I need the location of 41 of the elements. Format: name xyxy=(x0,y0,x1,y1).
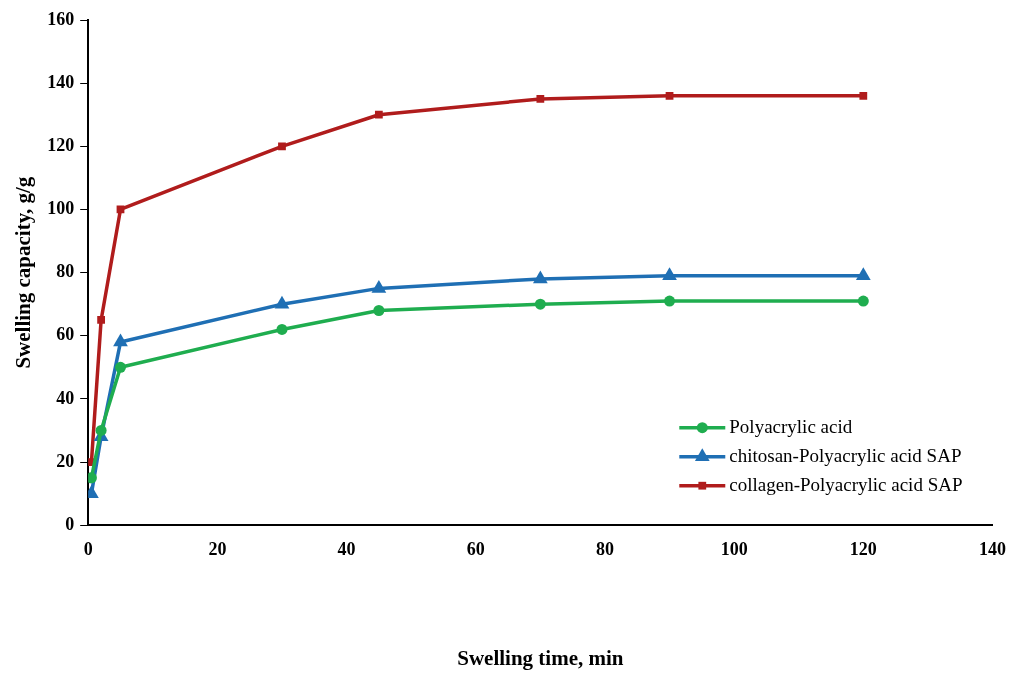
y-tick-label: 60 xyxy=(56,324,75,345)
legend-label: chitosan-Polyacrylic acid SAP xyxy=(729,444,962,466)
y-tick-label: 80 xyxy=(56,261,75,282)
y-tick-label: 20 xyxy=(56,450,75,471)
y-tick-label: 0 xyxy=(65,513,75,534)
y-axis-title: Swelling capacity, g/g xyxy=(11,176,36,369)
y-tick-label: 40 xyxy=(56,387,75,408)
legend-label: collagen-Polyacrylic acid SAP xyxy=(729,473,963,495)
point xyxy=(374,110,383,119)
point xyxy=(857,295,869,307)
point xyxy=(113,333,128,347)
point xyxy=(97,316,106,324)
y-tick-label: 120 xyxy=(47,134,75,155)
point xyxy=(665,91,674,100)
y-tick-label: 160 xyxy=(47,8,75,29)
y-tick-label: 140 xyxy=(47,71,75,92)
x-tick-label: 60 xyxy=(466,538,485,559)
legend-label: Polyacrylic acid xyxy=(729,415,853,437)
point xyxy=(662,267,677,281)
point xyxy=(95,424,107,436)
point xyxy=(115,361,126,373)
x-tick-label: 140 xyxy=(979,538,1006,559)
x-axis-title: Swelling time, min xyxy=(457,645,624,670)
point xyxy=(274,295,290,309)
x-tick-label: 100 xyxy=(720,538,748,559)
x-tick-label: 0 xyxy=(83,538,93,559)
point xyxy=(276,323,288,335)
point xyxy=(371,279,387,293)
point xyxy=(534,298,546,310)
y-tick-label: 100 xyxy=(47,198,75,219)
point xyxy=(855,267,871,281)
point xyxy=(532,270,548,284)
point xyxy=(664,295,676,307)
x-tick-label: 120 xyxy=(849,538,877,559)
point xyxy=(536,95,545,103)
x-tick-label: 80 xyxy=(595,538,614,559)
x-tick-label: 40 xyxy=(337,538,356,559)
point xyxy=(278,142,286,151)
point xyxy=(373,304,385,316)
x-tick-label: 20 xyxy=(208,538,227,559)
point xyxy=(859,91,868,100)
